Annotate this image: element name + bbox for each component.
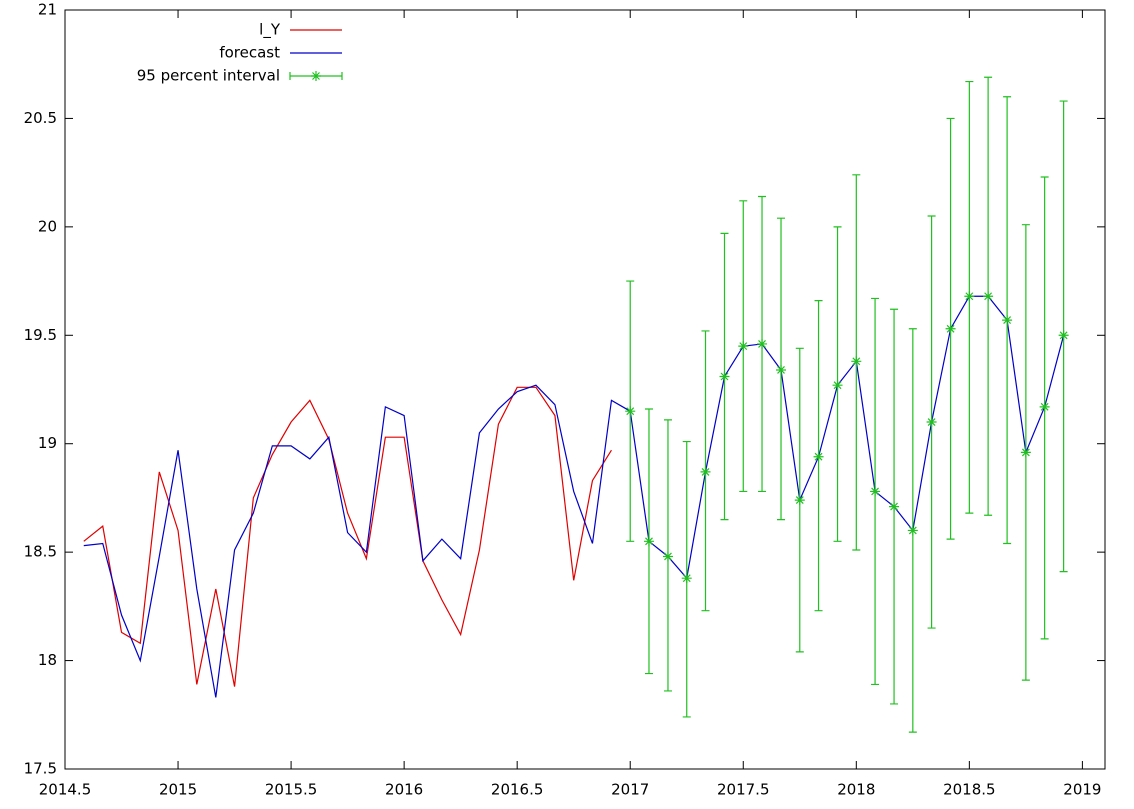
- y-tick-label: 17.5: [24, 760, 57, 778]
- point-marker: [662, 551, 673, 562]
- point-marker: [1039, 401, 1050, 412]
- x-tick-label: 2018.5: [943, 781, 996, 799]
- point-marker: [870, 486, 881, 497]
- x-tick-label: 2016: [385, 781, 423, 799]
- x-tick-label: 2018: [837, 781, 875, 799]
- legend-label: 95 percent interval: [137, 67, 280, 85]
- point-marker: [757, 338, 768, 349]
- point-marker: [964, 291, 975, 302]
- y-tick-label: 21: [38, 1, 57, 19]
- x-tick-label: 2017.5: [717, 781, 770, 799]
- y-tick-label: 20: [38, 217, 57, 235]
- point-marker: [926, 417, 937, 428]
- series-line: [83, 386, 612, 687]
- point-marker: [738, 341, 749, 352]
- x-tick-label: 2017: [611, 781, 649, 799]
- point-marker: [851, 356, 862, 367]
- point-marker: [889, 501, 900, 512]
- y-tick-label: 20.5: [24, 109, 57, 127]
- point-marker: [1020, 447, 1031, 458]
- point-marker: [776, 364, 787, 375]
- series-line: [83, 295, 1065, 698]
- point-marker: [625, 406, 636, 417]
- point-marker: [1002, 315, 1013, 326]
- point-marker: [681, 573, 692, 584]
- point-marker: [700, 466, 711, 477]
- legend-swatch: [289, 72, 343, 80]
- y-tick-label: 18.5: [24, 543, 57, 561]
- x-tick-label: 2016.5: [491, 781, 544, 799]
- x-tick-label: 2019: [1063, 781, 1101, 799]
- x-tick-label: 2015.5: [265, 781, 318, 799]
- point-marker: [1058, 330, 1069, 341]
- point-marker: [983, 291, 994, 302]
- point-marker: [945, 323, 956, 334]
- x-tick-label: 2015: [159, 781, 197, 799]
- legend-swatch: [311, 71, 321, 81]
- point-marker: [832, 380, 843, 391]
- point-marker: [643, 536, 654, 547]
- point-marker: [813, 451, 824, 462]
- point-marker: [719, 371, 730, 382]
- plot-border: [64, 9, 1106, 770]
- legend-label: forecast: [219, 44, 280, 62]
- x-tick-label: 2014.5: [39, 781, 92, 799]
- y-tick-label: 19: [38, 434, 57, 452]
- y-tick-label: 19.5: [24, 326, 57, 344]
- point-marker: [907, 525, 918, 536]
- point-marker: [794, 495, 805, 506]
- legend-label: l_Y: [259, 21, 281, 40]
- y-tick-label: 18: [38, 651, 57, 669]
